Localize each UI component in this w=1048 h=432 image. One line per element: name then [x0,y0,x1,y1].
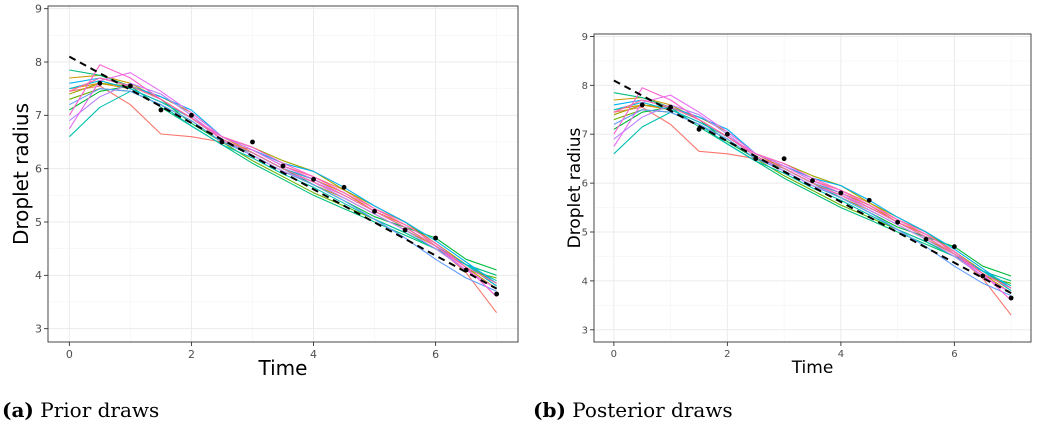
x-tick-label: 2 [188,348,195,361]
y-tick-label: 7 [35,109,42,122]
plot-border [47,5,519,343]
y-tick-label: 5 [35,216,42,229]
y-axis-title: Droplet radius [9,103,33,245]
y-tick-label: 9 [35,3,42,16]
trend-dashed-line [613,79,1012,294]
observed-point [951,244,957,250]
y-tick-label: 6 [35,163,42,176]
observed-point [781,156,787,162]
observed-point [280,163,286,169]
x-axis-title: Time [791,358,834,378]
observed-point [639,102,645,108]
x-tick-label: 4 [838,349,844,360]
observed-point [341,184,347,190]
x-tick-label: 6 [951,349,957,360]
x-tick-label: 6 [432,348,439,361]
observed-point [668,104,674,110]
observed-point [753,156,759,162]
observed-point [923,236,929,242]
x-tick-label: 0 [66,348,73,361]
observed-point [866,197,872,203]
y-tick-label: 3 [35,323,42,336]
y-tick-label: 4 [35,269,42,282]
y-tick-label: 4 [582,276,588,287]
observed-point [250,139,255,145]
draw-line-12 [69,82,497,290]
axes: 0 2 4 6 3 4 5 6 7 8 9 [35,3,439,361]
caption-a-tag: (a) [2,398,34,422]
chart-panel-a: 0 2 4 6 3 4 5 6 7 8 9 Time Droplet radius [9,3,519,380]
x-tick-label: 4 [310,348,317,361]
y-tick-label: 7 [582,130,588,141]
observed-point [463,267,469,273]
draw-line-14 [68,64,497,298]
observed-point [838,190,844,196]
draw-line-12 [613,104,1012,294]
y-tick-label: 8 [582,81,588,92]
y-tick-label: 9 [582,32,588,43]
y-tick-label: 5 [582,228,588,239]
plot-border [593,33,1032,343]
caption-b-text: Posterior draws [572,398,733,422]
x-tick-label: 0 [611,349,617,360]
observed-points [97,80,500,297]
trend-dashed-line [68,55,498,290]
observed-point [433,235,438,241]
x-axis-title: Time [258,356,308,380]
y-tick-label: 6 [582,179,588,190]
observed-point [311,176,316,182]
chart-panel-b: 0 2 4 6 3 4 5 6 7 8 9 Time Droplet radius [565,32,1032,378]
observed-point [372,208,377,214]
observed-point [895,219,901,225]
draw-line-15 [69,77,497,284]
draw-line-14 [613,87,1012,301]
observed-point [724,131,730,137]
x-tick-label: 2 [724,349,730,360]
axes: 0 2 4 6 3 4 5 6 7 8 9 [582,32,958,360]
observed-point [219,139,225,145]
observed-point [494,291,500,297]
observed-point [1008,295,1014,301]
observed-point [97,80,103,86]
caption-b: (b) Posterior draws [533,398,733,422]
caption-b-tag: (b) [533,398,566,422]
caption-a-text: Prior draws [40,398,160,422]
observed-point [696,126,702,132]
y-tick-label: 8 [35,56,42,69]
observed-point [402,227,408,233]
observed-point [189,112,194,118]
y-axis-title: Droplet radius [565,128,585,249]
observed-point [158,107,164,113]
caption-a: (a) Prior draws [2,398,159,422]
draw-line-15 [613,99,1012,289]
y-tick-label: 3 [582,325,588,336]
observed-point [980,273,986,279]
observed-points [639,102,1014,301]
observed-point [810,178,815,184]
observed-point [128,83,133,89]
